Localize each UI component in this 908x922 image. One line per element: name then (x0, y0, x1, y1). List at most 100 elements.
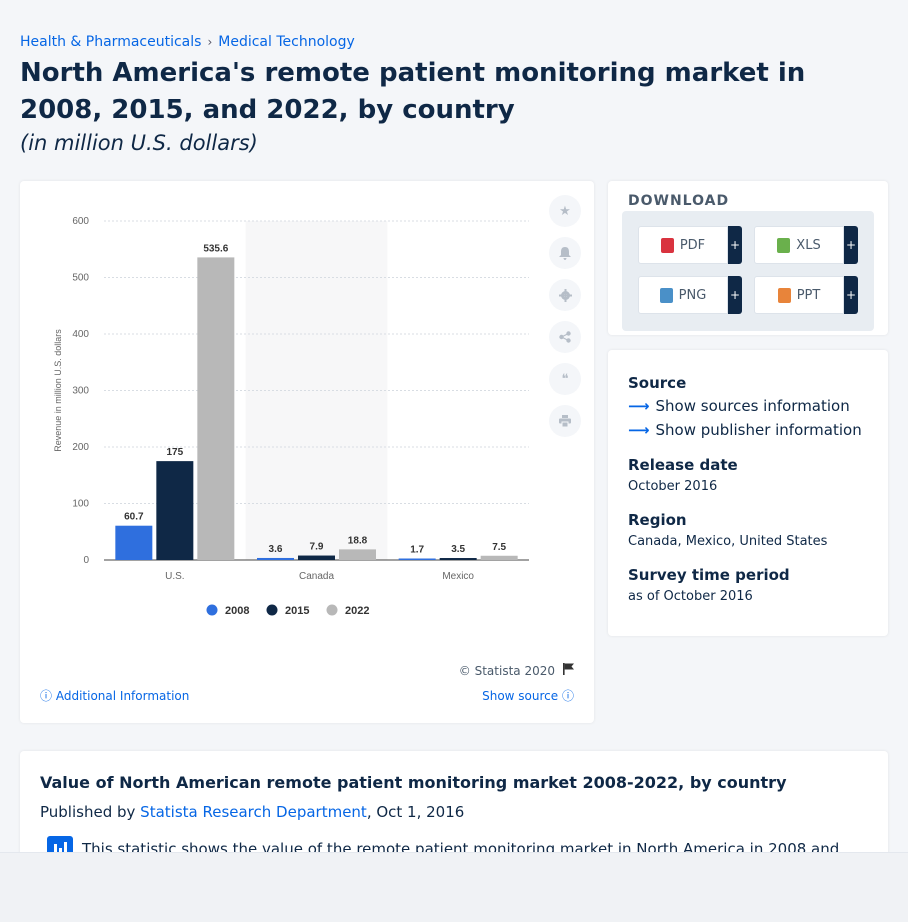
star-icon[interactable]: ★ (549, 195, 581, 227)
published-by: Published by Statista Research Departmen… (40, 803, 464, 821)
page: Health & Pharmaceuticals › Medical Techn… (20, 34, 888, 862)
additional-info-link[interactable]: ⓘ Additional Information (40, 687, 189, 704)
flag-icon[interactable] (563, 663, 574, 678)
data-label: 7.5 (492, 542, 506, 553)
download-pdf-button[interactable]: PDF + (638, 226, 742, 264)
x-tick-label: Mexico (442, 571, 474, 582)
show-publisher-label: Show publisher information (655, 421, 862, 439)
y-tick-label: 0 (83, 555, 89, 566)
show-publisher-link[interactable]: ⟶ Show publisher information (628, 421, 862, 439)
download-title: DOWNLOAD (628, 193, 730, 209)
x-tick-label: U.S. (165, 571, 184, 582)
download-pdf-plus[interactable]: + (728, 226, 742, 264)
arrow-right-icon: ⟶ (628, 421, 650, 439)
chart-toolbar: ★ ❝ (549, 195, 581, 447)
data-label: 3.5 (451, 544, 465, 555)
legend-marker (206, 604, 218, 616)
chart-card: 0 100 200 300 400 500 600 Revenue in million U.… (20, 181, 594, 723)
bar-2008-Mexico (398, 558, 436, 560)
data-label: 18.8 (348, 535, 368, 546)
data-label: 175 (166, 447, 183, 458)
show-source-link[interactable]: Show source ⓘ (482, 687, 574, 704)
y-tick-label: 400 (72, 329, 89, 340)
info-circle-icon: ⓘ (561, 689, 574, 703)
description-card: Value of North American remote patient m… (20, 751, 888, 862)
page-title: North America's remote patient monitorin… (20, 58, 806, 125)
data-label: 535.6 (203, 243, 228, 254)
release-date-value: October 2016 (628, 479, 718, 494)
bar-2015-U.S. (156, 461, 194, 560)
info-card: Source ⟶ Show sources information ⟶ Show… (608, 350, 888, 636)
breadcrumb-item-medtech[interactable]: Medical Technology (218, 34, 355, 50)
info-circle-icon: ⓘ (40, 689, 53, 703)
bottom-bar (0, 852, 908, 922)
bar-2008-Canada (257, 557, 294, 560)
download-xls-label: XLS (796, 237, 821, 253)
gear-icon[interactable] (549, 279, 581, 311)
show-source-label: Show source (482, 689, 559, 703)
download-ppt-plus[interactable]: + (844, 276, 858, 314)
ppt-file-icon (777, 287, 791, 303)
download-png-main[interactable]: PNG (638, 276, 728, 314)
download-xls-button[interactable]: XLS + (754, 226, 858, 264)
bar-2015-Canada (298, 555, 335, 560)
download-png-label: PNG (678, 287, 707, 303)
download-ppt-main[interactable]: PPT (754, 276, 844, 314)
y-tick-label: 500 (72, 273, 89, 284)
quote-icon[interactable]: ❝ (549, 363, 581, 395)
legend-marker (266, 604, 278, 616)
breadcrumb-separator: › (207, 35, 213, 49)
download-png-button[interactable]: PNG + (638, 276, 742, 314)
survey-period-value: as of October 2016 (628, 589, 753, 604)
arrow-right-icon: ⟶ (628, 397, 650, 415)
breadcrumb-item-health[interactable]: Health & Pharmaceuticals (20, 34, 202, 50)
data-label: 60.7 (124, 512, 144, 523)
data-label: 3.6 (269, 544, 283, 555)
download-xls-main[interactable]: XLS (754, 226, 844, 264)
x-tick-label: Canada (299, 571, 334, 582)
legend-marker (326, 604, 338, 616)
png-file-icon (659, 287, 673, 303)
copyright-text: © Statista 2020 (458, 663, 555, 678)
published-date: , Oct 1, 2016 (366, 803, 465, 821)
y-tick-label: 600 (72, 216, 89, 227)
download-png-plus[interactable]: + (728, 276, 742, 314)
download-ppt-button[interactable]: PPT + (754, 276, 858, 314)
publisher-link[interactable]: Statista Research Department (140, 803, 367, 821)
page-subtitle: (in million U.S. dollars) (20, 131, 258, 155)
download-card: DOWNLOAD PDF + XLS + PNG (608, 181, 888, 335)
bar-chart: 0 100 200 300 400 500 600 Revenue in million U.… (53, 216, 529, 617)
region-heading: Region (628, 511, 687, 529)
bar-2022-Mexico (480, 555, 518, 560)
print-icon[interactable] (549, 405, 581, 437)
breadcrumb: Health & Pharmaceuticals › Medical Techn… (20, 34, 355, 50)
download-xls-plus[interactable]: + (844, 226, 858, 264)
share-icon[interactable] (549, 321, 581, 353)
bell-icon[interactable] (549, 237, 581, 269)
show-sources-link[interactable]: ⟶ Show sources information (628, 397, 850, 415)
region-value: Canada, Mexico, United States (628, 534, 828, 549)
bar-2022-U.S. (197, 257, 235, 560)
bar-2015-Mexico (439, 558, 477, 560)
show-sources-label: Show sources information (655, 397, 850, 415)
source-heading: Source (628, 374, 687, 392)
y-tick-label: 200 (72, 442, 89, 453)
survey-period-heading: Survey time period (628, 566, 790, 584)
additional-info-label: Additional Information (55, 689, 190, 703)
download-pdf-main[interactable]: PDF (638, 226, 728, 264)
y-tick-label: 100 (72, 499, 89, 510)
description-title: Value of North American remote patient m… (40, 773, 787, 792)
pdf-file-icon (660, 237, 674, 253)
data-label: 1.7 (410, 545, 424, 556)
legend-label: 2008 (225, 605, 249, 617)
download-grid: PDF + XLS + PNG + (622, 211, 874, 331)
chart-copyright: © Statista 2020 (459, 663, 574, 678)
release-date-heading: Release date (628, 456, 738, 474)
published-prefix: Published by (40, 803, 136, 821)
bar-2022-Canada (339, 549, 376, 560)
bar-2008-U.S. (115, 525, 153, 560)
xls-file-icon (777, 237, 791, 253)
data-label: 7.9 (310, 542, 324, 553)
legend-label: 2022 (345, 605, 369, 617)
y-tick-label: 300 (72, 386, 89, 397)
